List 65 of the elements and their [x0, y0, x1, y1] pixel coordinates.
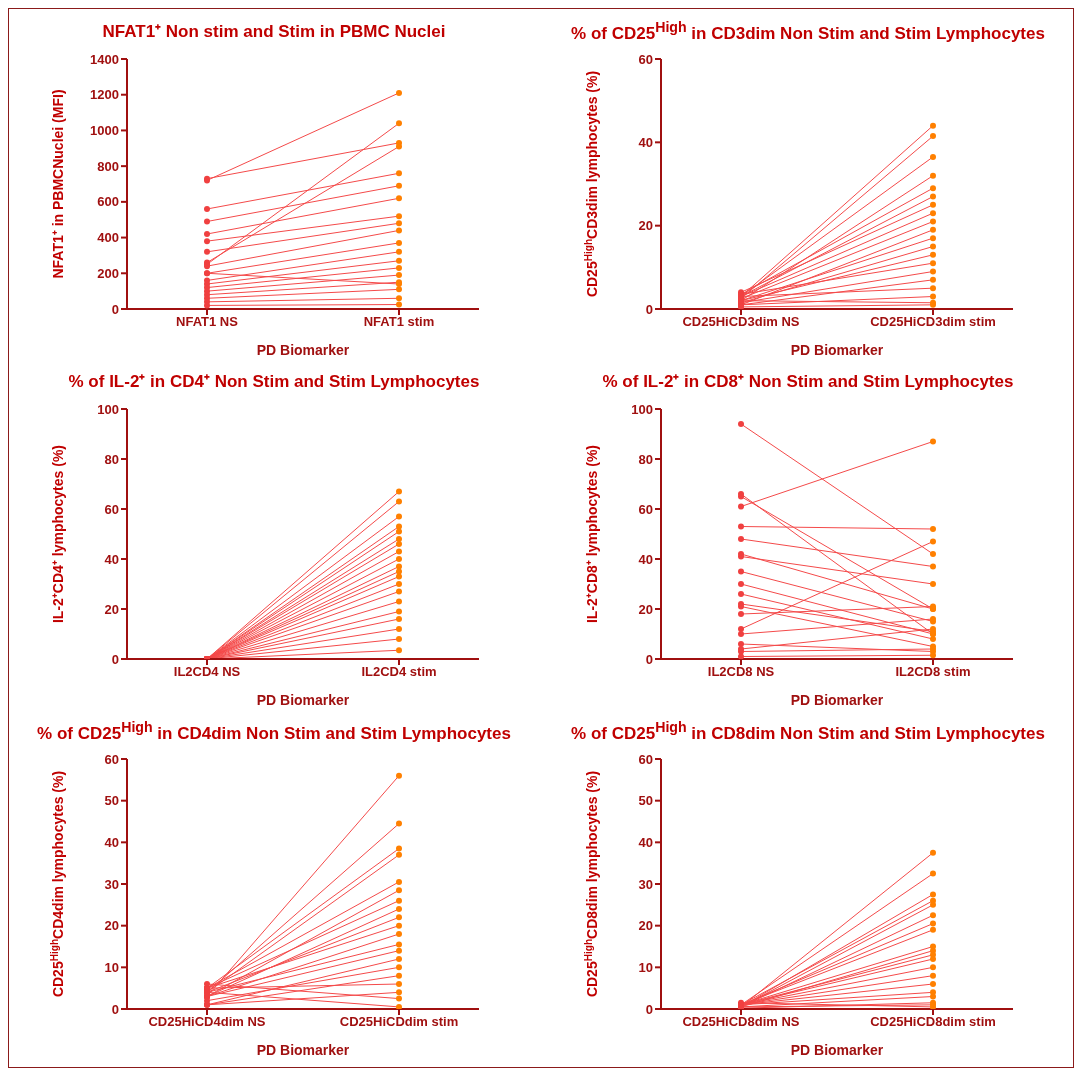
- x-tick-label: IL2CD8 NS: [707, 664, 775, 680]
- y-tick-label: 20: [638, 218, 653, 234]
- y-tick-label: 0: [111, 301, 119, 317]
- y-tick-label: 80: [104, 451, 119, 467]
- y-tick-label: 40: [104, 834, 119, 850]
- y-tick-label: 600: [97, 194, 119, 210]
- chart-title: % of CD25$^{High}$ in CD4dim Non Stim and Stim Lymphocytes: [37, 719, 511, 745]
- y-tick-label: 20: [638, 918, 653, 934]
- y-tick-label: 40: [638, 134, 653, 150]
- y-tick-label: 10: [638, 959, 653, 975]
- x-axis-title: PD Biomarker: [256, 342, 350, 358]
- x-axis-title: PD Biomarker: [790, 342, 884, 358]
- x-tick-label: NFAT1 NS: [176, 314, 239, 330]
- y-tick-label: 40: [638, 551, 653, 567]
- x-axis-title: PD Biomarker: [256, 1042, 350, 1058]
- x-axis-title: PD Biomarker: [790, 692, 884, 708]
- y-tick-label: 60: [638, 501, 653, 517]
- x-tick-label: CD25HiCD8dim NS: [682, 1014, 800, 1030]
- y-tick-label: 1400: [90, 51, 119, 67]
- y-tick-label: 60: [104, 501, 119, 517]
- y-tick-label: 200: [97, 265, 119, 281]
- y-tick-label: 60: [638, 51, 653, 67]
- x-tick-label: CD25HiCDdim stim: [339, 1014, 459, 1030]
- y-axis-title: NFAT1⁺ in PBMCNuclei (MFI): [50, 89, 66, 279]
- chart-title: % of CD25$^{High}$ in CD3dim Non Stim and Stim Lymphocytes: [571, 19, 1045, 45]
- y-tick-label: 0: [645, 651, 653, 667]
- y-tick-label: 50: [104, 793, 119, 809]
- y-tick-label: 80: [638, 451, 653, 467]
- y-tick-label: 0: [645, 301, 653, 317]
- chart-title: % of CD25$^{High}$ in CD8dim Non Stim and Stim Lymphocytes: [571, 719, 1045, 745]
- y-tick-label: 0: [111, 651, 119, 667]
- x-tick-label: CD25HiCD3dim stim: [870, 314, 996, 330]
- x-tick-label: IL2CD4 NS: [173, 664, 241, 680]
- y-tick-label: 60: [104, 751, 119, 767]
- y-tick-label: 30: [104, 876, 119, 892]
- y-tick-label: 60: [638, 751, 653, 767]
- x-axis-title: PD Biomarker: [256, 692, 350, 708]
- y-tick-label: 40: [104, 551, 119, 567]
- y-tick-label: 50: [638, 793, 653, 809]
- y-axis-title: IL-2⁺CD4⁺ lymphocytes (%): [50, 444, 66, 624]
- y-tick-label: 0: [111, 1001, 119, 1017]
- x-tick-label: CD25HiCD8dim stim: [870, 1014, 996, 1030]
- x-axis-title: PD Biomarker: [790, 1042, 884, 1058]
- y-tick-label: 30: [638, 876, 653, 892]
- x-tick-label: NFAT1 stim: [363, 314, 435, 330]
- y-tick-label: 20: [638, 601, 653, 617]
- y-tick-label: 10: [104, 959, 119, 975]
- y-tick-label: 20: [104, 918, 119, 934]
- y-tick-label: 1000: [90, 123, 119, 139]
- x-tick-label: CD25HiCD4dim NS: [148, 1014, 266, 1030]
- y-tick-label: 0: [645, 1001, 653, 1017]
- x-tick-label: IL2CD8 stim: [895, 664, 971, 680]
- y-tick-label: 100: [97, 401, 119, 417]
- x-tick-label: IL2CD4 stim: [361, 664, 437, 680]
- chart-title: % of IL-2⁺ in CD4⁺ Non Stim and Stim Lymphocytes: [68, 371, 480, 393]
- y-tick-label: 40: [638, 834, 653, 850]
- x-tick-label: CD25HiCD3dim NS: [682, 314, 800, 330]
- y-axis-title: IL-2⁺CD8⁺ lymphocytes (%): [584, 444, 600, 624]
- y-tick-label: 20: [104, 601, 119, 617]
- chart-title: NFAT1⁺ Non stim and Stim in PBMC Nuclei: [102, 21, 446, 43]
- y-tick-label: 100: [631, 401, 653, 417]
- y-tick-label: 800: [97, 158, 119, 174]
- y-tick-label: 1200: [90, 87, 119, 103]
- y-tick-label: 400: [97, 230, 119, 246]
- chart-title: % of IL-2⁺ in CD8⁺ Non Stim and Stim Lymphocytes: [602, 371, 1014, 393]
